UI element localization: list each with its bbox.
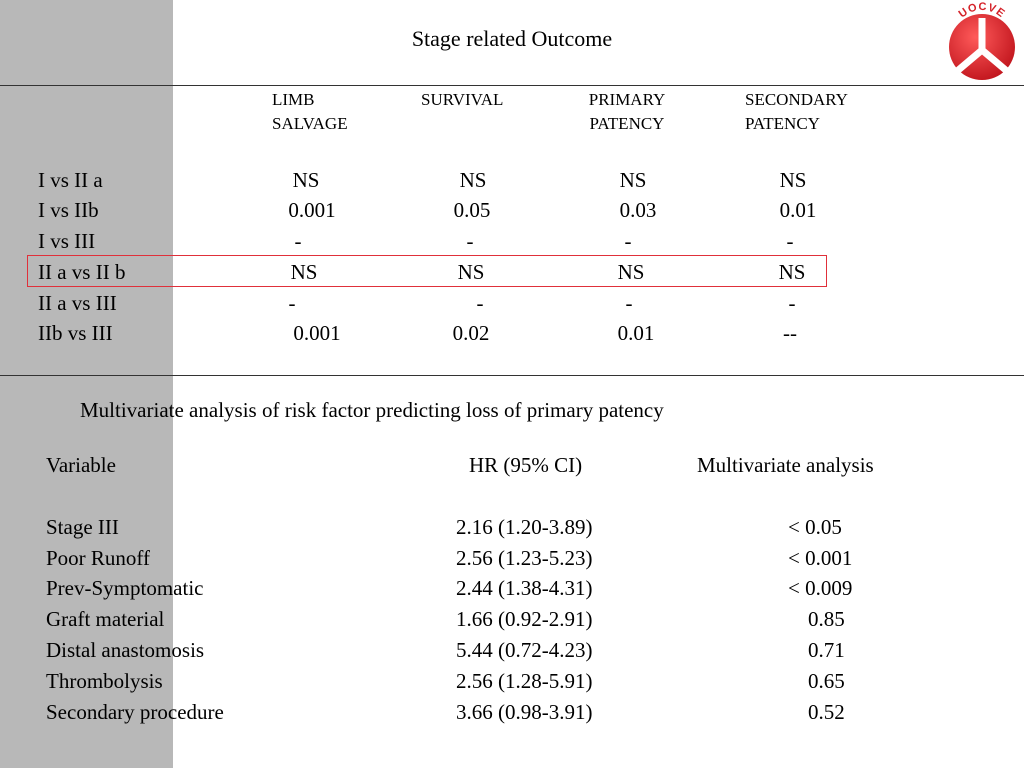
header-limb-salvage: LIMB SALVAGE <box>272 90 348 133</box>
header-survival: SURVIVAL <box>421 90 504 109</box>
uocve-logo: UOCVE <box>949 1 1015 80</box>
highlight-box <box>27 255 827 287</box>
header-variable: Variable <box>46 453 116 477</box>
middle-divider <box>0 375 1024 376</box>
header-hr: HR (95% CI) <box>469 453 583 477</box>
header-secondary-patency: SECONDARY PATENCY <box>745 90 848 133</box>
slide-title: Stage related Outcome <box>411 26 613 51</box>
top-divider <box>0 85 1024 86</box>
header-multivariate-analysis: Multivariate analysis <box>697 453 874 477</box>
header-primary-patency: PRIMARY PATENCY <box>588 90 666 133</box>
svg-text:UOCVE: UOCVE <box>957 1 1008 21</box>
multivariate-caption: Multivariate analysis of risk factor pre… <box>80 398 664 422</box>
left-gray-band <box>0 0 173 768</box>
